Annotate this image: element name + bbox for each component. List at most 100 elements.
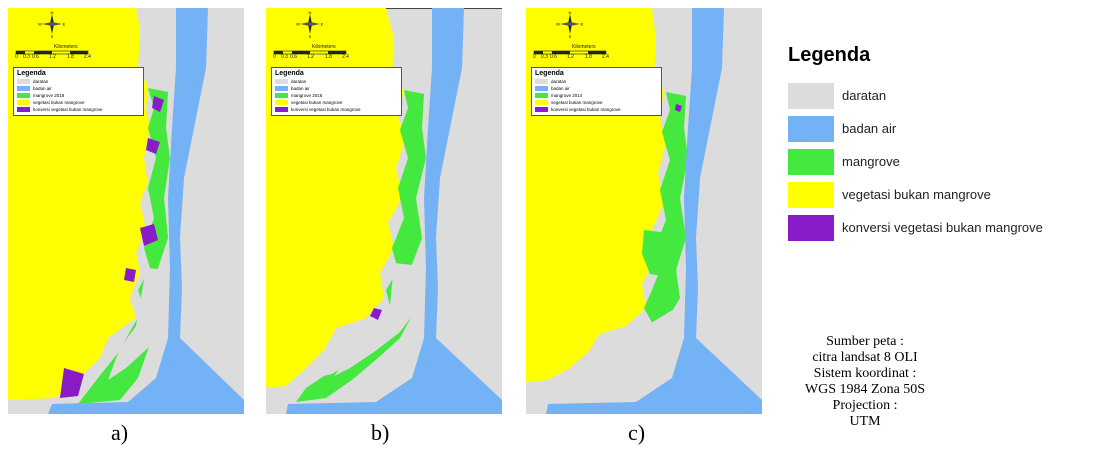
scale-title: Kilometers [572, 44, 596, 50]
legend-label: badan air [842, 121, 897, 136]
legend-item-daratan: daratan [788, 79, 1088, 112]
scale-label: 1.2 [49, 54, 56, 60]
land-pocket [108, 268, 168, 380]
scale-label: 1.8 [585, 54, 592, 60]
mini-legend-item: konversi vegetasi bukan mangrove [275, 106, 398, 113]
scale-label: 0.3 [541, 54, 548, 60]
map-source-info: Sumber peta : citra landsat 8 OLI Sistem… [790, 334, 940, 430]
water-body [286, 8, 502, 414]
mangrove-area [642, 230, 678, 278]
compass-e: E [321, 22, 324, 27]
scale-label: 0 [273, 54, 276, 60]
mini-legend-item: vegetasi bukan mangrove [17, 99, 140, 106]
scale-title: Kilometers [54, 44, 78, 50]
compass-n: N [309, 10, 312, 15]
scale-label: 0.6 [32, 54, 39, 60]
compass-e: E [581, 22, 584, 27]
scale-label: 2.4 [84, 54, 91, 60]
mini-legend-item: konversi vegetasi bukan mangrove [535, 106, 658, 113]
scale-label: 0.3 [23, 54, 30, 60]
compass-n: N [51, 10, 54, 15]
source-line: Sistem koordinat : [813, 366, 917, 381]
legend-swatch [788, 115, 834, 142]
mini-legend-item: daratan [17, 78, 140, 85]
map-panel-c: N S E W Kilometers 0 0.3 0.6 1.2 1.8 2.4… [526, 8, 762, 414]
compass-w: W [38, 22, 42, 27]
mini-legend: Legenda daratan badan air mangrove 2018 … [13, 67, 144, 116]
land-pocket [334, 263, 422, 376]
panel-caption-a: a) [111, 420, 129, 445]
land-pocket [314, 332, 362, 378]
legend-swatch [788, 181, 834, 208]
north-arrow: N S E W [556, 10, 584, 38]
conversion-patch [60, 368, 84, 398]
compass-n: N [569, 10, 572, 15]
conversion-patch [370, 308, 382, 320]
main-legend: Legenda daratan badan air mangrove veget… [788, 44, 1088, 244]
scale-label: 1.2 [567, 54, 574, 60]
compass-s: S [569, 34, 572, 38]
conversion-patch [124, 268, 136, 282]
mini-legend-item: badan air [17, 85, 140, 92]
scale-label: 2.4 [602, 54, 609, 60]
mini-legend-item: konversi vegetasi bukan mangrove [17, 106, 140, 113]
mini-legend-title: Legenda [535, 70, 564, 77]
scale-label: 2.4 [342, 54, 349, 60]
mangrove-area [644, 92, 688, 330]
legend-swatch [788, 148, 834, 175]
scale-bar: Kilometers 0 0.3 0.6 1.2 1.8 2.4 [532, 44, 632, 64]
legend-label: konversi vegetasi bukan mangrove [842, 220, 1043, 235]
compass-w: W [296, 22, 300, 27]
legend-label: mangrove [842, 154, 900, 169]
mini-legend-item: badan air [535, 85, 658, 92]
scale-title: Kilometers [312, 44, 336, 50]
mini-legend-item: mangrove 2014 [535, 92, 658, 99]
legend-swatch [788, 82, 834, 109]
mini-legend: Legenda daratan badan air mangrove 2016 … [271, 67, 402, 116]
scale-bar: Kilometers 0 0.3 0.6 1.2 1.8 2.4 [14, 44, 114, 64]
legend-item-mangrove: mangrove [788, 145, 1088, 178]
mini-legend-item: daratan [535, 78, 658, 85]
source-line: UTM [849, 414, 881, 429]
conversion-patch [152, 96, 164, 112]
source-line: Sumber peta : [826, 334, 904, 349]
source-line: Projection : [832, 398, 898, 413]
source-line: WGS 1984 Zona 50S [804, 382, 926, 397]
scale-label: 1.8 [325, 54, 332, 60]
legend-item-badan-air: badan air [788, 112, 1088, 145]
mini-legend-item: vegetasi bukan mangrove [275, 99, 398, 106]
land-pocket [582, 308, 678, 388]
legend-swatch [788, 214, 834, 241]
water-body [48, 8, 244, 414]
map-panel-a: N S E W Kilometers 0 0.3 0.6 1.2 1.8 2.4… [8, 8, 244, 414]
scale-label: 0.3 [281, 54, 288, 60]
legend-label: daratan [842, 88, 887, 103]
legend-title: Legenda [788, 44, 871, 66]
legend-item-vegetasi: vegetasi bukan mangrove [788, 178, 1088, 211]
source-line: citra landsat 8 OLI [812, 350, 918, 365]
compass-s: S [51, 34, 54, 38]
scale-bar: Kilometers 0 0.3 0.6 1.2 1.8 2.4 [272, 44, 372, 64]
scale-label: 0.6 [550, 54, 557, 60]
mini-legend-title: Legenda [275, 70, 304, 77]
mini-legend-item: badan air [275, 85, 398, 92]
mini-legend-item: mangrove 2016 [275, 92, 398, 99]
north-arrow: N S E W [38, 10, 66, 38]
scale-label: 1.2 [307, 54, 314, 60]
mini-legend-item: vegetasi bukan mangrove [535, 99, 658, 106]
mini-legend-item: daratan [275, 78, 398, 85]
north-arrow: N S E W [296, 10, 324, 38]
conversion-patch [140, 224, 158, 246]
conversion-patch [146, 138, 160, 154]
conversion-patch [675, 104, 682, 112]
scale-label: 1.8 [67, 54, 74, 60]
compass-s: S [309, 34, 312, 38]
panel-caption-b: b) [371, 420, 390, 445]
scale-label: 0.6 [290, 54, 297, 60]
map-panel-b: N S E W Kilometers 0 0.3 0.6 1.2 1.8 2.4… [266, 8, 502, 414]
mini-legend: Legenda daratan badan air mangrove 2014 … [531, 67, 662, 116]
scale-label: 0 [15, 54, 18, 60]
mini-legend-item: mangrove 2018 [17, 92, 140, 99]
water-body [546, 8, 762, 414]
legend-label: vegetasi bukan mangrove [842, 187, 991, 202]
